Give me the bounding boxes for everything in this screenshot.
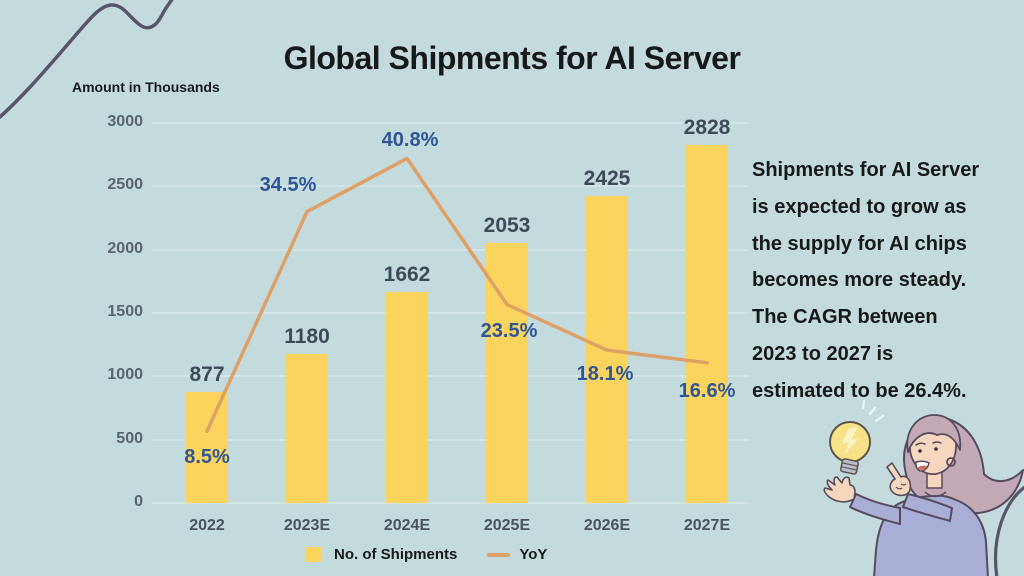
annotation-line: The CAGR between bbox=[752, 306, 938, 329]
annotation-line: Shipments for AI Server bbox=[752, 159, 980, 181]
x-axis-label: 2023E bbox=[283, 517, 331, 534]
yoy-point-label: 34.5% bbox=[259, 173, 317, 196]
annotation-line: is expected to grow as bbox=[752, 195, 967, 218]
yoy-point-label: 23.5% bbox=[480, 319, 538, 342]
y-axis-title: Amount in Thousands bbox=[72, 79, 220, 95]
bar-2025E bbox=[486, 242, 528, 503]
y-tick-label: 2000 bbox=[107, 239, 143, 257]
shipments-swatch-icon bbox=[306, 547, 321, 562]
grid-line bbox=[152, 185, 748, 188]
woman-with-lightbulb-illustration bbox=[823, 400, 1024, 576]
annotation-text: Shipments for AI Server is expected to gr… bbox=[752, 152, 979, 410]
annotation-line: becomes more steady. bbox=[752, 269, 967, 292]
grid-line bbox=[152, 122, 748, 124]
legend-label: No. of Shipments bbox=[334, 546, 458, 563]
y-tick-label: 2500 bbox=[107, 176, 143, 194]
bar-2024E bbox=[386, 292, 428, 503]
annotation-line: the supply for AI chips bbox=[752, 232, 967, 255]
bar-2027E bbox=[686, 144, 728, 503]
yoy-point-label: 18.1% bbox=[576, 363, 634, 386]
grid-line bbox=[152, 438, 748, 441]
y-tick-label: 500 bbox=[116, 429, 143, 447]
chart-legend: No. of Shipments YoY bbox=[306, 546, 547, 563]
bar-value-label: 2425 bbox=[583, 166, 631, 190]
grid-line bbox=[152, 312, 748, 314]
x-axis-label: 2024E bbox=[383, 517, 431, 534]
x-axis-label: 2026E bbox=[583, 517, 631, 534]
yoy-point-label: 8.5% bbox=[184, 446, 230, 469]
bar-value-label: 1662 bbox=[383, 263, 431, 287]
x-axis-label: 2022 bbox=[189, 517, 225, 534]
chart-title: Global Shipments for AI Server bbox=[283, 40, 741, 76]
bar-2023E bbox=[286, 353, 328, 503]
yoy-point-label: 16.6% bbox=[678, 379, 736, 402]
x-axis-label: 2025E bbox=[483, 517, 531, 534]
bar-2026E bbox=[586, 195, 628, 503]
annotation-line: 2023 to 2027 is bbox=[752, 342, 894, 365]
y-tick-label: 1000 bbox=[107, 366, 143, 384]
bar-value-label: 2053 bbox=[483, 213, 531, 237]
yoy-line-series bbox=[205, 156, 709, 433]
y-tick-label: 3000 bbox=[107, 113, 143, 130]
bar-value-label: 2828 bbox=[683, 115, 731, 139]
y-tick-label: 1500 bbox=[107, 303, 143, 320]
bar-value-label: 877 bbox=[189, 362, 225, 386]
yoy-line-swatch-icon bbox=[487, 552, 511, 557]
bar-value-label: 1180 bbox=[284, 324, 330, 348]
grid-line bbox=[152, 248, 748, 251]
x-axis-label: 2027E bbox=[683, 517, 731, 534]
legend-label: YoY bbox=[519, 546, 548, 563]
y-tick-label: 0 bbox=[134, 493, 143, 510]
grid-line bbox=[152, 502, 748, 504]
yoy-point-label: 40.8% bbox=[381, 129, 439, 152]
annotation-line: estimated to be 26.4%. bbox=[752, 379, 967, 402]
